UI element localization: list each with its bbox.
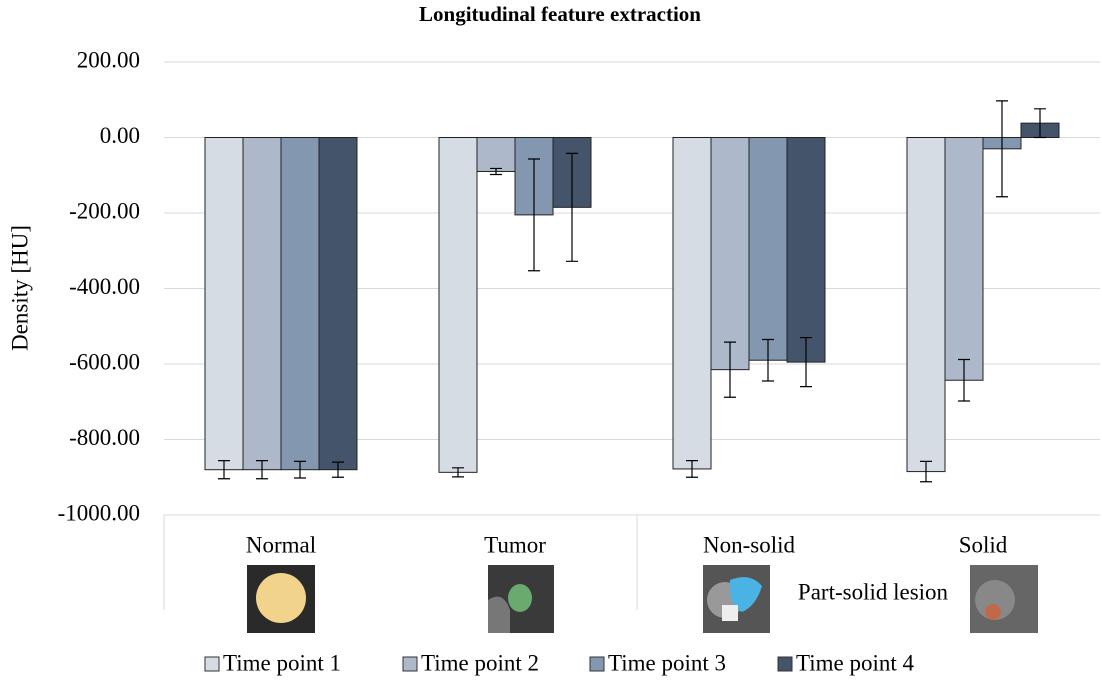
thumbnail-solid xyxy=(970,565,1038,633)
bar xyxy=(945,138,983,381)
thumbnail-tumor xyxy=(488,565,554,633)
legend-swatch xyxy=(778,657,792,671)
x-tick-label: Solid xyxy=(959,532,1008,557)
bar xyxy=(205,138,243,470)
y-tick-label: -1000.00 xyxy=(58,500,140,525)
x-tick-label: Non-solid xyxy=(703,532,796,557)
y-tick-label: -400.00 xyxy=(69,274,140,299)
bar xyxy=(477,138,515,172)
y-tick-label: 0.00 xyxy=(100,123,140,148)
legend-label: Time point 3 xyxy=(608,650,726,675)
y-tick-label: 200.00 xyxy=(77,47,140,72)
bar xyxy=(319,138,357,470)
bar xyxy=(281,138,319,470)
x-tick-label: Normal xyxy=(246,532,316,557)
thumbnail-nonsolid xyxy=(703,565,770,633)
bar xyxy=(711,138,749,370)
legend-swatch xyxy=(590,657,604,671)
legend-label: Time point 1 xyxy=(223,650,341,675)
bar xyxy=(787,138,825,363)
bar xyxy=(673,138,711,469)
bar xyxy=(749,138,787,361)
chart-title: Longitudinal feature extraction xyxy=(419,2,701,26)
y-tick-label: -200.00 xyxy=(69,198,140,223)
y-tick-label: -600.00 xyxy=(69,349,140,374)
legend-label: Time point 2 xyxy=(421,650,539,675)
legend-swatch xyxy=(403,657,417,671)
legend-swatch xyxy=(205,657,219,671)
legend-label: Time point 4 xyxy=(796,650,915,675)
thumbnail-normal xyxy=(247,565,315,633)
chart: Longitudinal feature extraction Density … xyxy=(0,0,1102,682)
bar xyxy=(243,138,281,470)
y-tick-label: -800.00 xyxy=(69,425,140,450)
annotation: Part-solid lesion xyxy=(798,579,949,604)
x-tick-label: Tumor xyxy=(484,532,546,557)
y-axis-label: Density [HU] xyxy=(7,225,32,351)
bar xyxy=(439,138,477,473)
bar xyxy=(907,138,945,472)
